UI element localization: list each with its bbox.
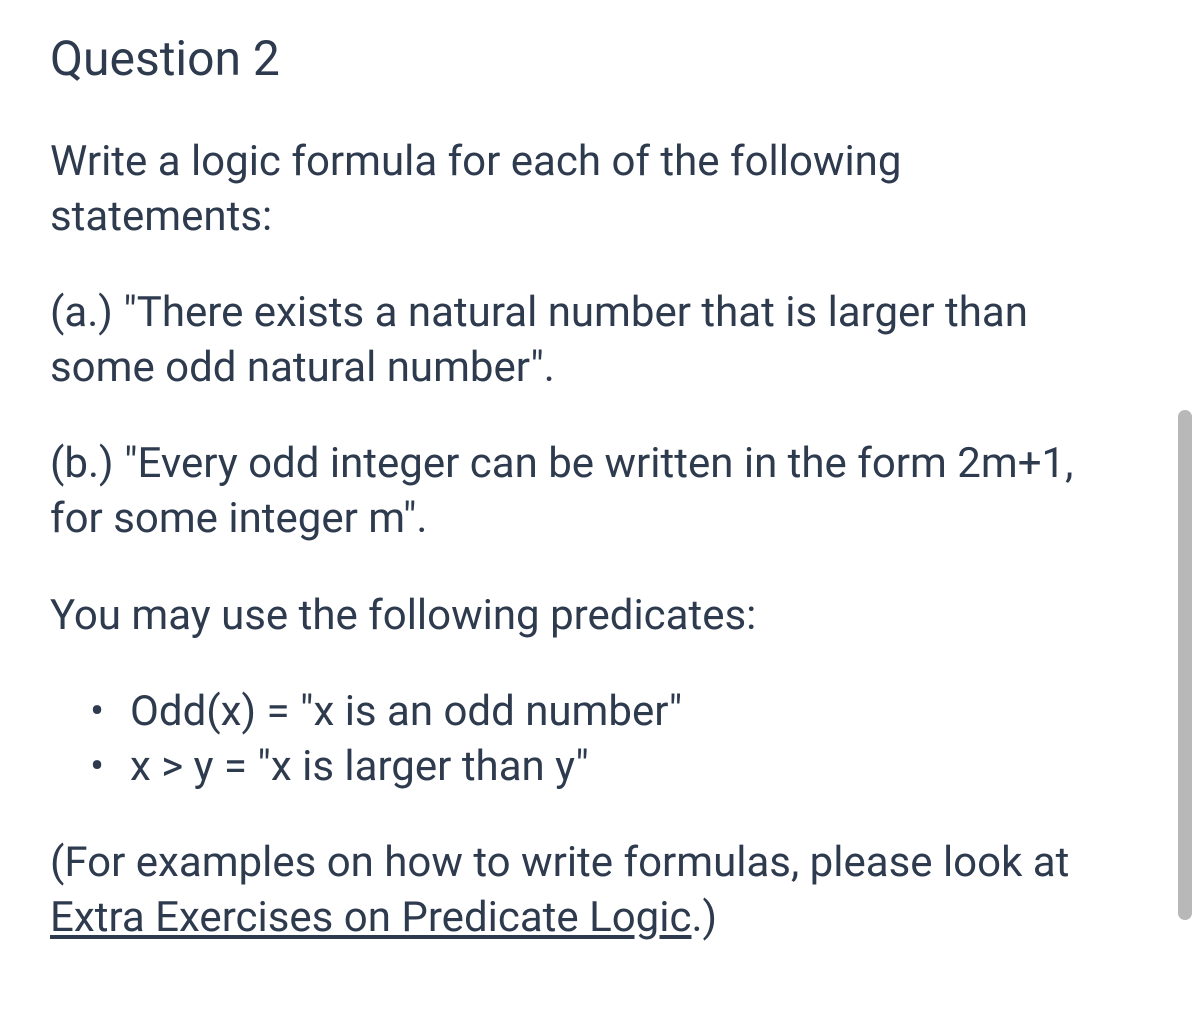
predicate-item: Odd(x) = "x is an odd number": [130, 685, 1110, 740]
predicates-intro: You may use the following predicates:: [50, 589, 1110, 644]
footer-prefix: (For examples on how to write formulas, …: [50, 838, 1069, 887]
extra-exercises-link[interactable]: Extra Exercises on Predicate Logic: [50, 893, 691, 942]
part-a-text: (a.) "There exists a natural number that…: [50, 286, 1110, 395]
question-content: Question 2 Write a logic formula for eac…: [0, 0, 1160, 976]
predicates-list: Odd(x) = "x is an odd number" x > y = "x…: [50, 685, 1110, 794]
part-b-text: (b.) "Every odd integer can be written i…: [50, 437, 1110, 546]
intro-text: Write a logic formula for each of the fo…: [50, 135, 1110, 244]
predicate-item: x > y = "x is larger than y": [130, 740, 1110, 795]
scrollbar-track[interactable]: [1178, 410, 1192, 920]
footer-note: (For examples on how to write formulas, …: [50, 836, 1110, 945]
question-title: Question 2: [50, 30, 1110, 87]
footer-suffix: .): [691, 893, 717, 942]
scrollbar-thumb[interactable]: [1178, 410, 1192, 920]
